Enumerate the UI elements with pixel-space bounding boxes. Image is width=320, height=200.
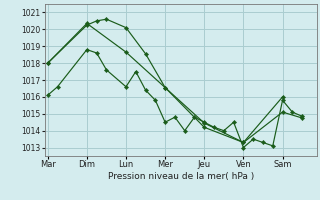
X-axis label: Pression niveau de la mer( hPa ): Pression niveau de la mer( hPa )	[108, 172, 254, 181]
